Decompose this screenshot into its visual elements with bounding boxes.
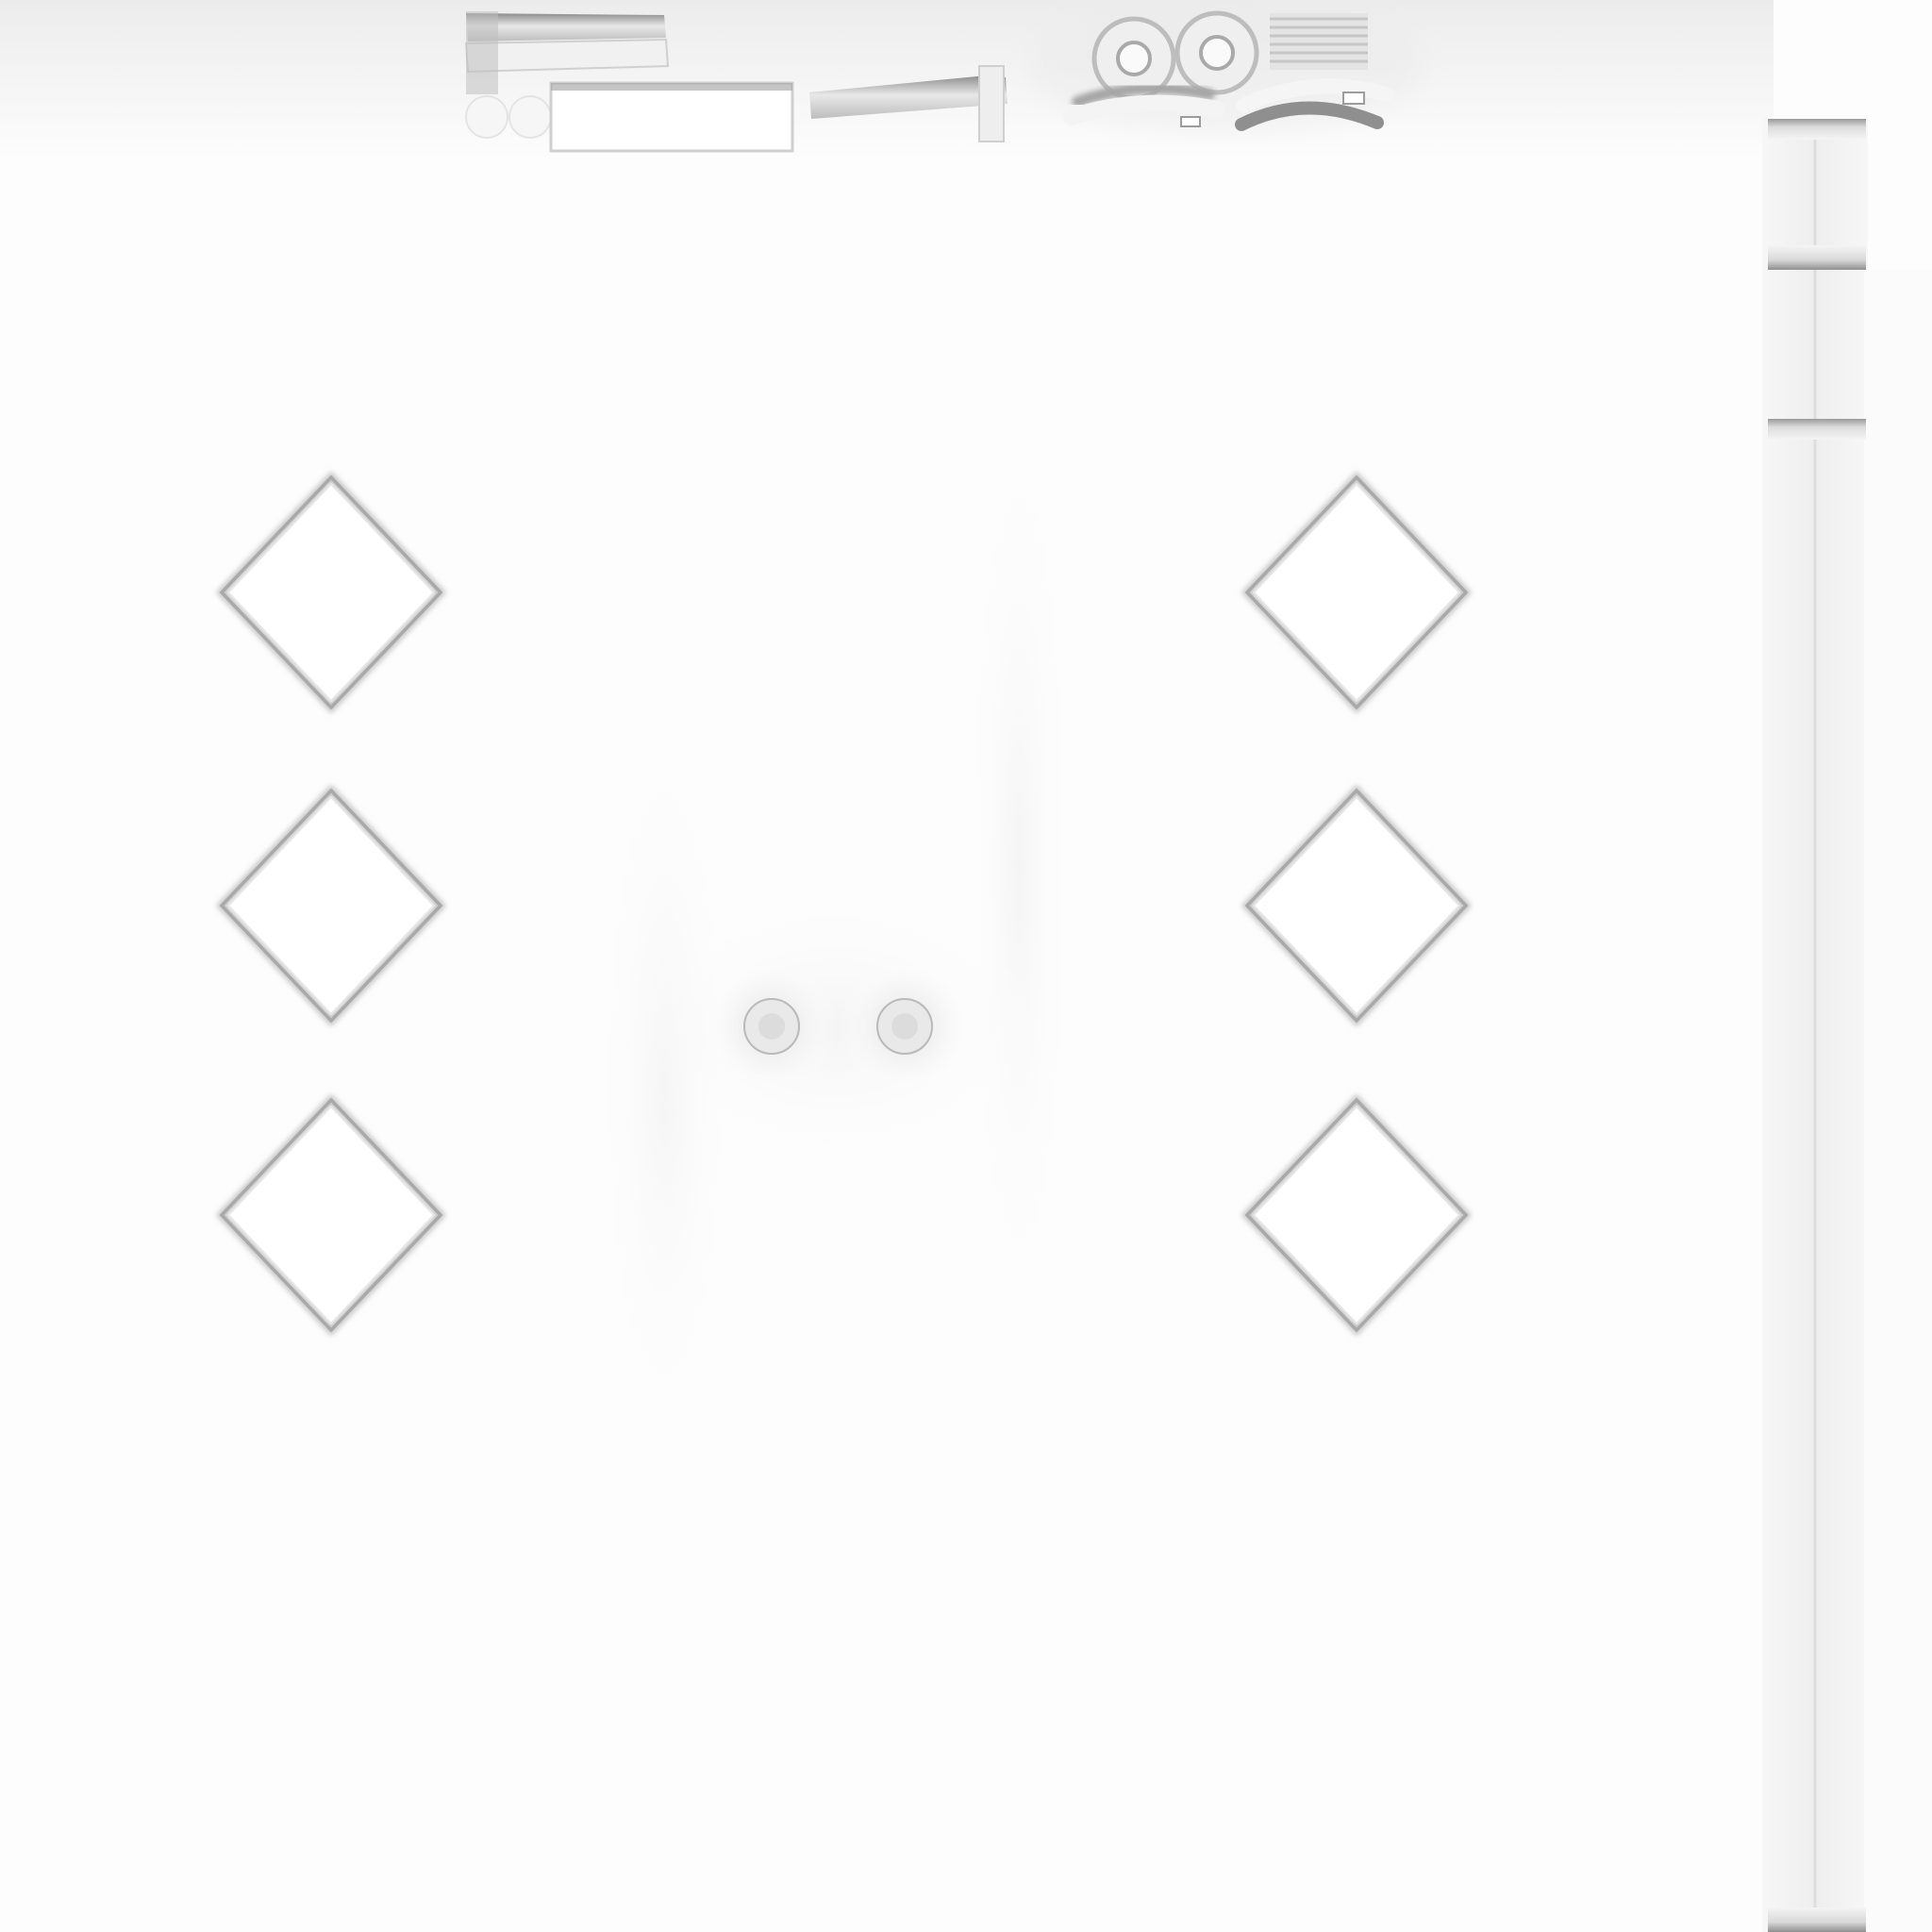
side-strip-segment [1768,119,1866,270]
ring-inner [1199,35,1235,71]
ring-inner [1116,41,1152,76]
top-part-curve-left [1063,82,1225,127]
curve-face [1235,101,1384,131]
diamond-outline [1244,788,1469,1024]
stud-center [758,1013,785,1040]
diamond-frame [1241,1093,1473,1337]
top-part-plate [549,81,794,153]
side-strip-edge [1864,270,1932,1932]
diamond-frame [215,471,447,714]
curve-tab [1342,92,1365,105]
diamond-outline [219,1097,443,1333]
segment-bottom-cap [1768,245,1866,270]
top-part-bar-left [464,11,670,94]
segment-top-cap [1768,419,1866,440]
diamond-inner [226,795,436,1016]
round-stud [839,960,971,1092]
bump [465,95,508,139]
plate-face [549,81,794,153]
top-part-bumps [465,95,552,139]
diamond-frame [1241,471,1473,714]
top-part-curve-right [1235,78,1394,131]
diamond-outline [1244,475,1469,710]
bar-face [466,13,666,42]
top-part-rings [1091,10,1259,101]
top-part-striped-block [1270,13,1368,70]
segment-top-cap [1768,119,1866,140]
diamond-grid [215,471,1473,1337]
curve-shadow [1072,82,1215,108]
diamond-inner [226,1105,436,1325]
diamond-frame [215,784,447,1027]
diamond-outline [219,788,443,1024]
stud-center [891,1013,918,1040]
bar-end [978,65,1005,142]
bump [508,95,552,139]
diamond-outline [1244,1097,1469,1333]
side-strip [1762,119,1932,1932]
diamond-inner [1252,1105,1461,1325]
round-stud [706,960,838,1092]
curve-tab [1180,116,1201,127]
diamond-inner [1252,795,1461,1016]
diamond-inner [1252,482,1461,703]
side-strip-segment [1768,419,1866,1932]
diamond-outline [219,475,443,710]
plate-edge [551,83,792,91]
diamond-frame [1241,784,1473,1027]
top-haze-band [0,0,1774,160]
background-ovals [594,377,1075,1472]
diamond-inner [226,482,436,703]
bar-face [809,75,1008,119]
background-oval-right [962,377,1075,1358]
segment-bottom-cap [1768,1907,1866,1932]
curve-highlight [1236,78,1394,113]
curve-face [1063,94,1225,125]
diamond-frame [215,1093,447,1337]
top-parts-group [464,0,1424,153]
bar-end [466,11,498,94]
top-part-bar-right [809,65,1008,142]
round-studs [706,960,971,1092]
